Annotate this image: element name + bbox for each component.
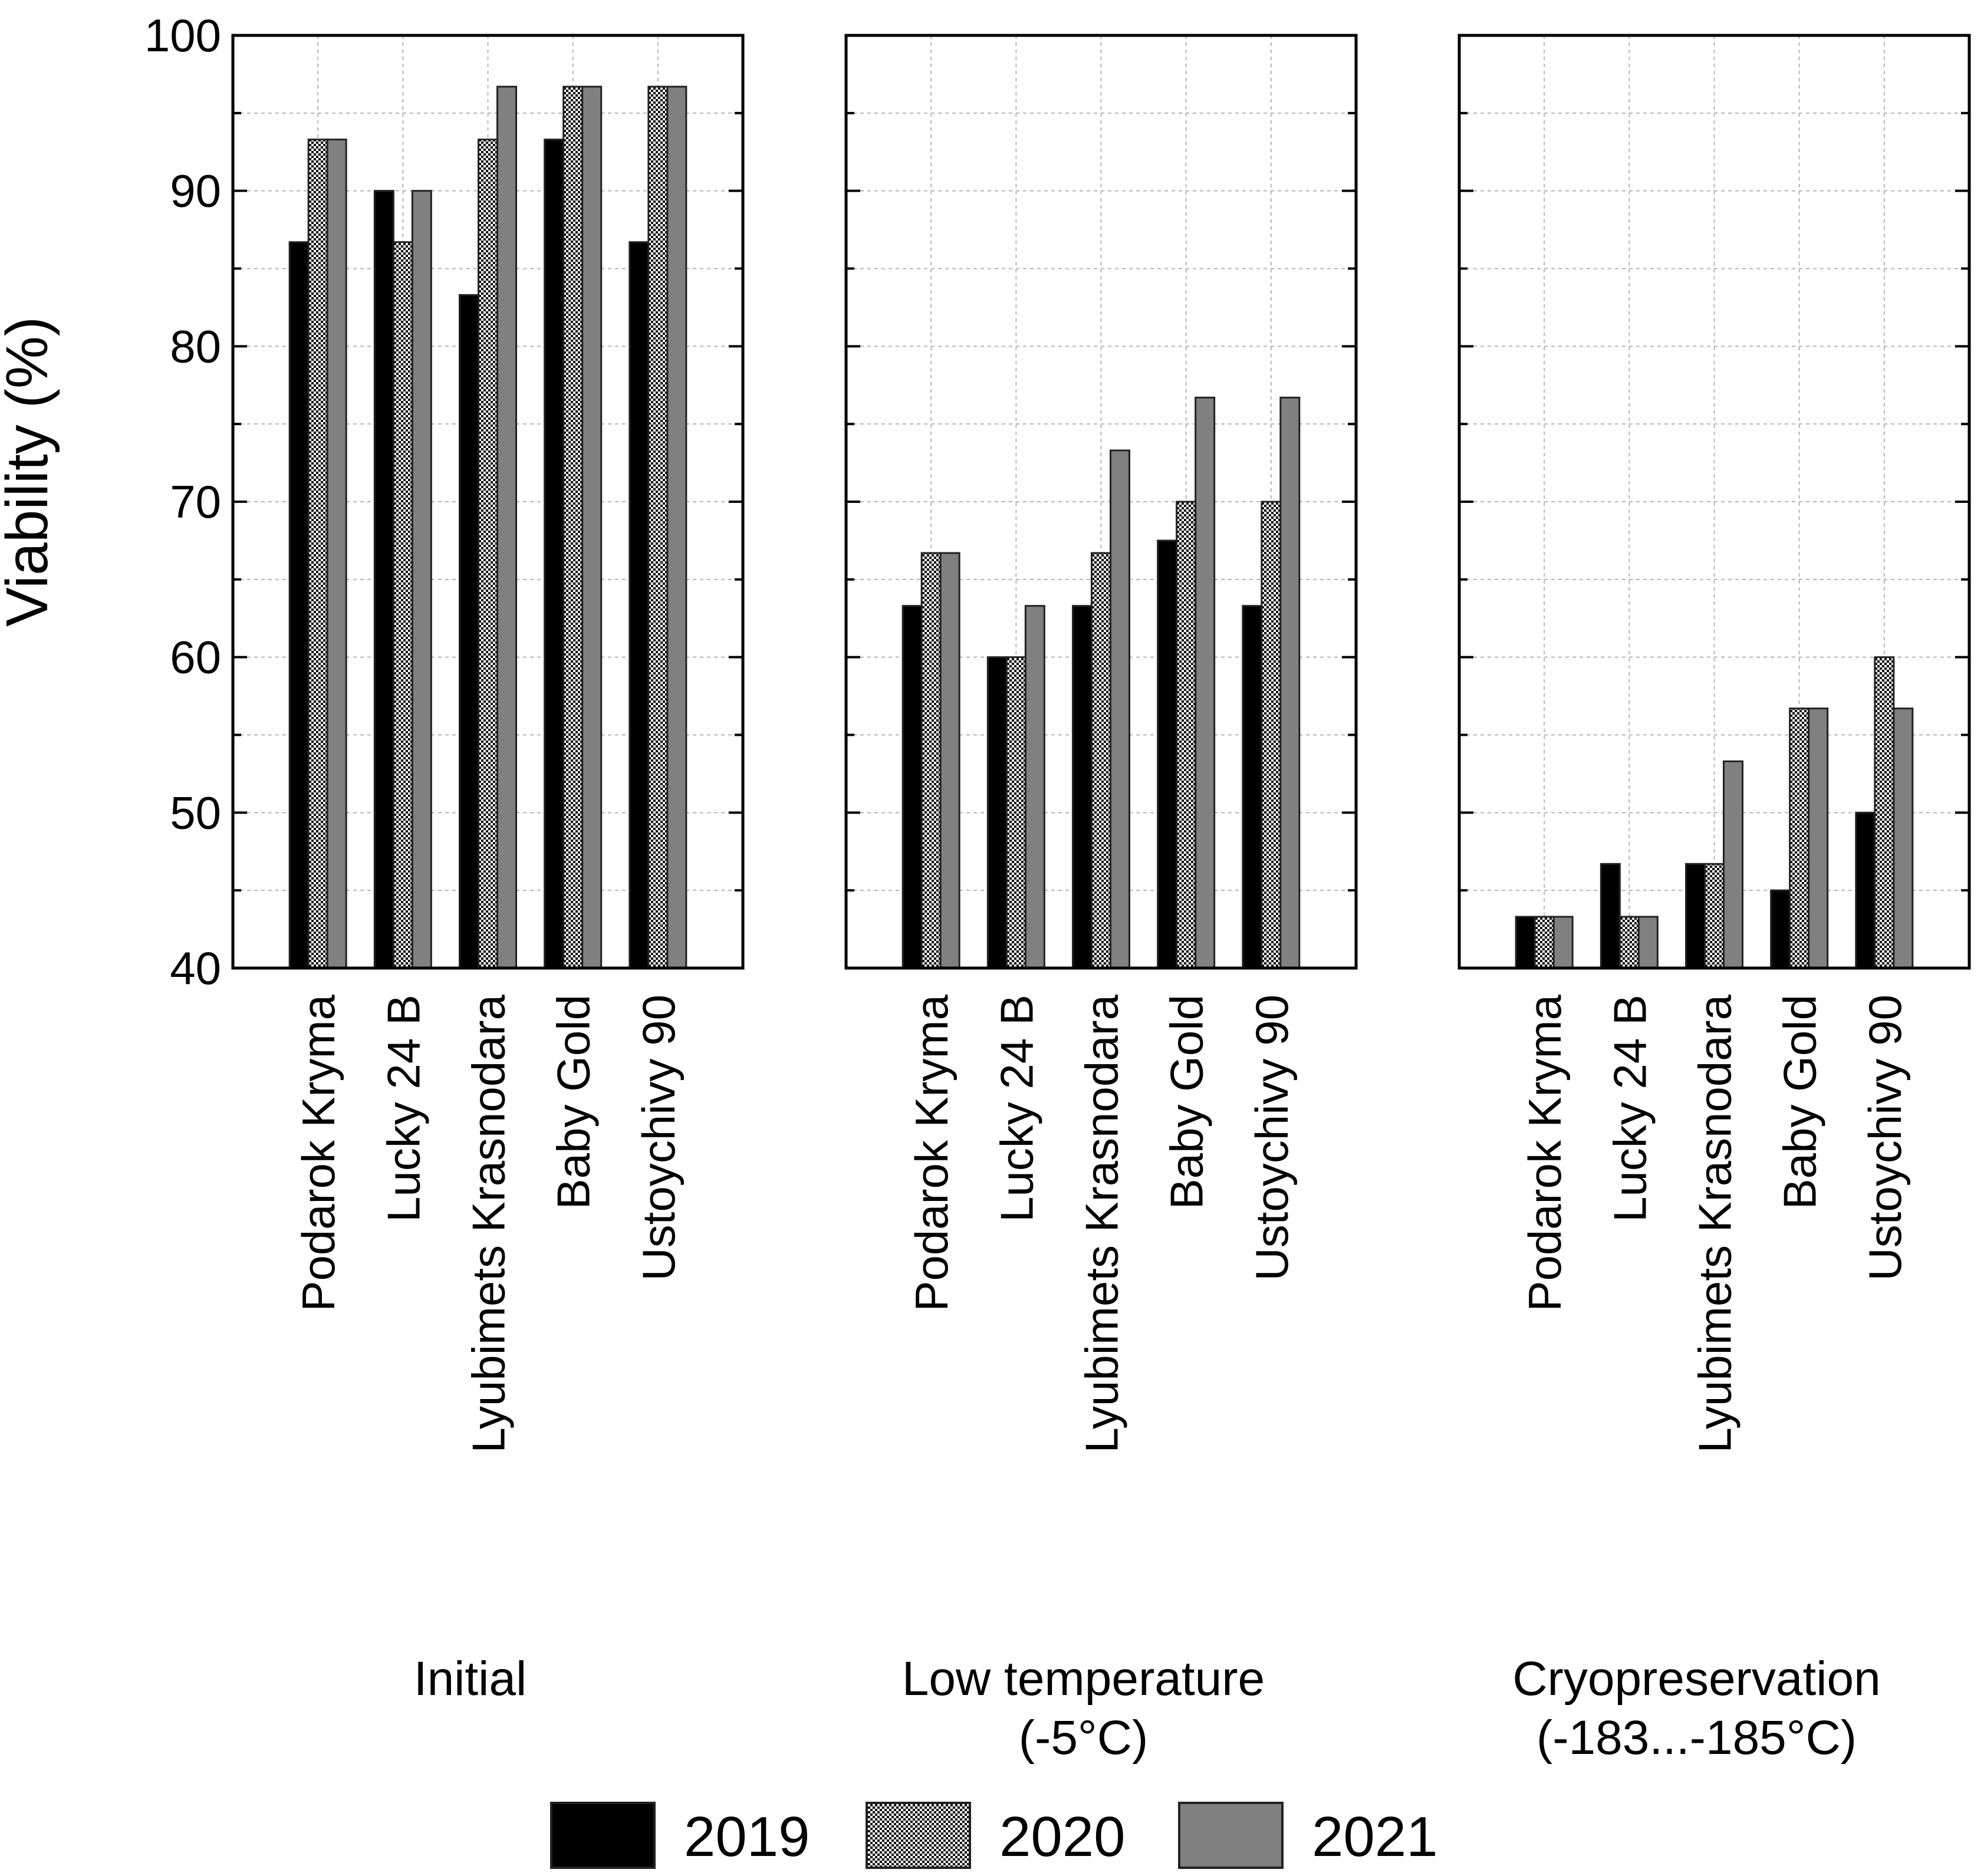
panel-label: Cryopreservation (1512, 1652, 1880, 1706)
panel-label: Low temperature (902, 1652, 1265, 1706)
bar-2019-4 (544, 139, 565, 969)
panels-layer: Podarok Kryma Lucky 24 B Lyubimets Krasnod… (231, 34, 1971, 1765)
bar-2019-2 (373, 190, 394, 969)
legend-swatch-2019 (550, 1802, 656, 1869)
bar-2019-4 (1157, 539, 1178, 969)
bar-2021-1 (1552, 916, 1574, 969)
bar-2020-3 (1091, 552, 1111, 969)
bar-2019-1 (901, 605, 923, 969)
bar-2019-2 (986, 656, 1008, 969)
bar-2021-3 (1723, 760, 1743, 969)
bar-2019-3 (1072, 605, 1093, 969)
y-tick-label: 50 (170, 786, 221, 838)
category-label: Ustoychivy 90 (1859, 995, 1911, 1281)
bar-2021-2 (1637, 916, 1659, 969)
category-label: Podarok Kryma (1519, 994, 1571, 1311)
bar-2020-1 (1534, 916, 1555, 969)
category-label: Lyubimets Krasnodara (1076, 994, 1128, 1453)
y-axis: 40 50 60 70 80 90 100 (144, 9, 221, 994)
bar-2021-3 (496, 85, 517, 969)
category-label: Ustoychivy 90 (633, 995, 685, 1281)
bar-2020-3 (1704, 863, 1725, 969)
y-tick-label: 90 (170, 165, 221, 217)
bar-2019-1 (288, 241, 310, 969)
category-label: Lucky 24 B (377, 995, 429, 1222)
bar-2020-2 (392, 241, 413, 969)
legend-swatch-2021 (1178, 1802, 1284, 1869)
bar-2021-2 (1024, 605, 1045, 969)
bar-2021-2 (411, 190, 432, 969)
bar-2021-5 (666, 85, 687, 969)
legend-label-2019: 2019 (684, 1805, 810, 1868)
y-tick-label: 100 (144, 9, 221, 61)
category-label: Lyubimets Krasnodara (1689, 994, 1741, 1453)
y-tick-label: 70 (170, 476, 221, 528)
bar-2020-5 (1874, 656, 1895, 969)
panel-2: Podarok Kryma Lucky 24 B Lyubimets Krasnod… (844, 34, 1358, 1765)
bar-2021-1 (939, 552, 960, 969)
y-tick-label: 40 (170, 942, 221, 994)
category-label: Baby Gold (1774, 995, 1826, 1209)
bar-2021-5 (1893, 707, 1914, 969)
bar-2019-3 (1685, 863, 1706, 969)
panel-label: (-183...-185°C) (1536, 1711, 1857, 1765)
bar-2020-3 (478, 139, 498, 969)
panel-1: Podarok Kryma Lucky 24 B Lyubimets Krasnod… (231, 34, 745, 1706)
bar-2019-1 (1515, 916, 1536, 969)
category-label: Lucky 24 B (1604, 995, 1656, 1222)
panel-label: Initial (414, 1652, 527, 1706)
bar-2021-3 (1110, 449, 1130, 969)
panel-label: (-5°C) (1019, 1711, 1149, 1765)
legend-label-2021: 2021 (1312, 1805, 1438, 1868)
panel-3: Podarok Kryma Lucky 24 B Lyubimets Krasnod… (1457, 34, 1971, 1765)
legend-label-2020: 2020 (999, 1805, 1126, 1868)
bar-2019-5 (1242, 605, 1263, 969)
bar-2019-3 (459, 294, 479, 969)
bar-2021-4 (1195, 396, 1216, 969)
legend: 2019 2020 2021 (550, 1802, 1438, 1869)
y-axis-title: Viability (%) (0, 317, 60, 627)
bar-2019-5 (1855, 811, 1876, 969)
category-label: Baby Gold (1161, 995, 1213, 1209)
y-tick-label: 60 (170, 631, 221, 683)
legend-swatch-2020 (866, 1802, 971, 1869)
bar-2020-5 (647, 85, 669, 969)
bar-2020-1 (307, 139, 328, 969)
bar-2020-4 (562, 85, 584, 969)
category-label: Ustoychivy 90 (1246, 995, 1298, 1281)
bar-2021-1 (326, 139, 347, 969)
bar-2020-2 (1618, 916, 1640, 969)
bar-2020-4 (1789, 707, 1810, 969)
y-tick-label: 80 (170, 320, 221, 372)
bar-2021-4 (581, 85, 603, 969)
bar-2020-5 (1261, 501, 1282, 969)
bar-2020-1 (920, 552, 942, 969)
bar-2021-5 (1279, 396, 1301, 969)
bar-2019-2 (1600, 863, 1621, 969)
bar-2019-4 (1770, 889, 1791, 969)
bar-2020-2 (1005, 656, 1026, 969)
category-label: Podarok Kryma (906, 994, 958, 1311)
bar-2021-4 (1808, 707, 1829, 969)
bar-2020-4 (1176, 501, 1197, 969)
bar-2019-5 (629, 241, 650, 969)
category-label: Lucky 24 B (991, 995, 1042, 1222)
category-label: Baby Gold (548, 995, 600, 1209)
category-label: Podarok Kryma (292, 994, 344, 1311)
category-label: Lyubimets Krasnodara (463, 994, 515, 1453)
